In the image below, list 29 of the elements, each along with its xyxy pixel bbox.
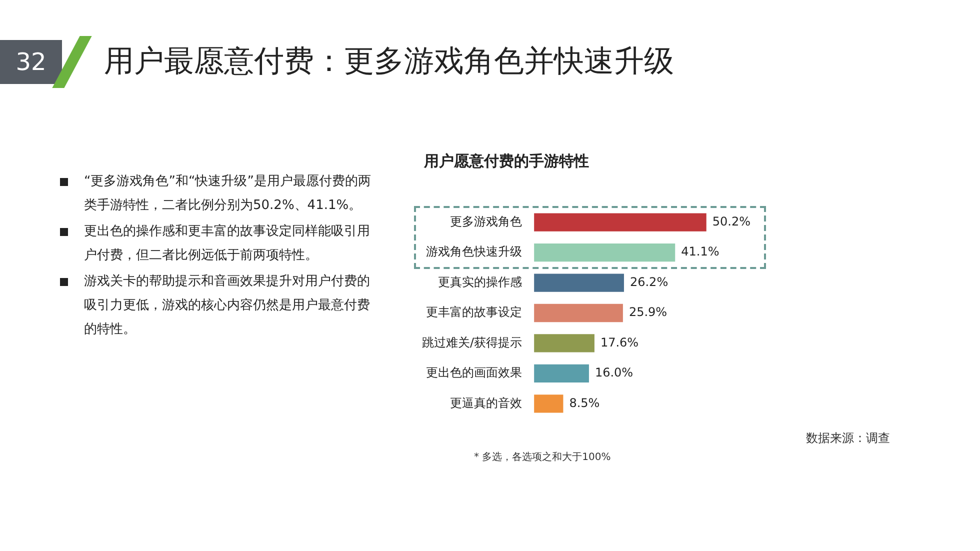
y-tick-label: 游戏角色快速升级	[426, 244, 522, 259]
y-tick-label: 更出色的画面效果	[426, 366, 522, 380]
data-label: 41.1%	[681, 244, 720, 259]
bar	[534, 364, 589, 383]
bar	[534, 243, 676, 262]
bar	[534, 213, 706, 232]
chart-subtitle: 用户愿意付费的手游特性	[424, 152, 589, 171]
chart-title: 用户最愿意付费：更多游戏角色并快速升级	[104, 43, 674, 81]
text: 游戏关卡的帮助提示和音画效果提升对用户付费的吸引力更低，游戏的核心内容仍然是用户最意付费的特性。	[83, 273, 371, 339]
data-label: 25.9%	[628, 305, 668, 320]
data-label: 8.5%	[569, 396, 600, 410]
y-tick-label: 更丰富的故事设定	[426, 305, 522, 320]
y-tick-label: 更多游戏角色	[450, 214, 522, 228]
bar	[534, 274, 624, 292]
y-tick-label: 跳过难关/获得提示	[422, 335, 522, 350]
data-label: 50.2%	[712, 214, 750, 228]
text: 32	[0, 40, 62, 84]
text: * 多选，各选项之和大于100%	[474, 450, 611, 464]
data-label: 26.2%	[630, 274, 668, 289]
y-tick-label: 更逼真的音效	[450, 396, 522, 410]
text: “更多游戏角色”和“快速升级”是用户最愿付费的两类手游特性，二者比例分别为50.2%、41.1%。	[83, 173, 372, 215]
bar	[534, 394, 564, 413]
bar	[534, 334, 594, 352]
data-label: 17.6%	[600, 335, 639, 350]
data-label: 16.0%	[594, 366, 634, 380]
text: 更出色的操作感和更丰富的故事设定同样能吸引用户付费，但二者比例远低于前两项特性。	[83, 223, 371, 265]
y-tick-label: 更真实的操作感	[438, 274, 522, 289]
source-note: 数据来源：调查	[806, 430, 890, 447]
bar	[534, 304, 623, 322]
